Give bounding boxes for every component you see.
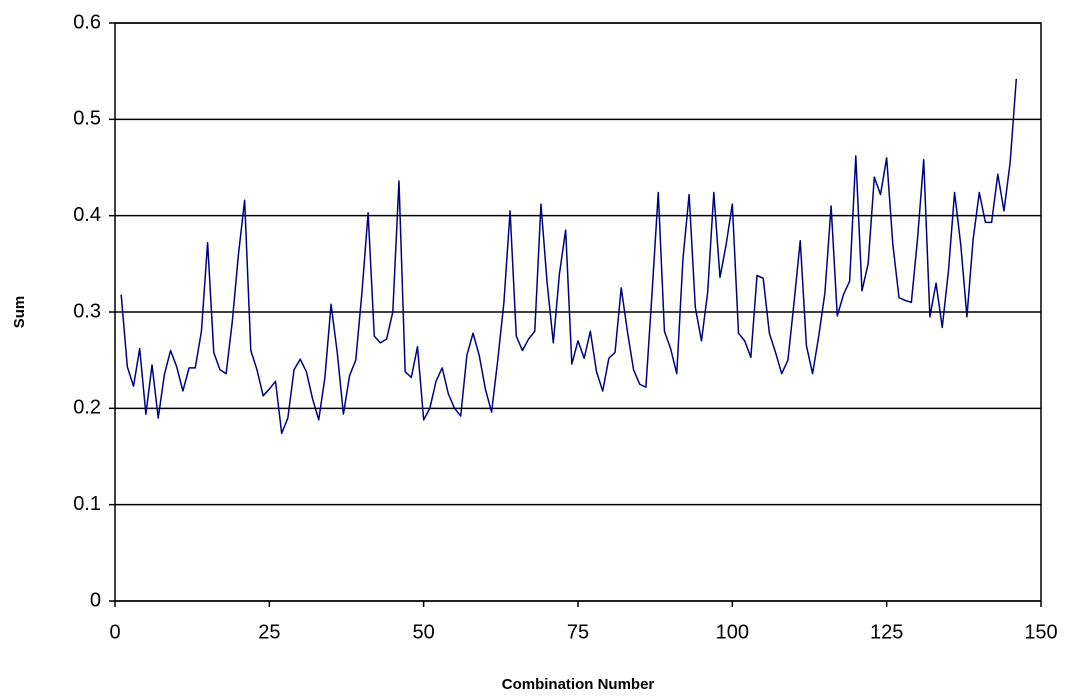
- x-tick-label: 75: [567, 621, 589, 643]
- x-tick-label: 0: [109, 621, 120, 643]
- x-axis-title: Combination Number: [502, 676, 655, 693]
- x-tick-label: 50: [413, 621, 435, 643]
- y-tick-label: 0.1: [73, 493, 101, 515]
- y-axis-title: Sum: [11, 296, 28, 329]
- x-tick-label: 25: [258, 621, 280, 643]
- x-tick-label: 150: [1024, 621, 1057, 643]
- x-tick-label: 100: [716, 621, 749, 643]
- y-tick-label: 0.5: [73, 108, 101, 130]
- y-tick-label: 0: [90, 589, 101, 611]
- x-tick-label: 125: [870, 621, 903, 643]
- y-tick-label: 0.4: [73, 204, 101, 226]
- y-tick-label: 0.6: [73, 11, 101, 33]
- y-tick-label: 0.2: [73, 397, 101, 419]
- data-line: [120, 78, 1018, 435]
- y-tick-label: 0.3: [73, 300, 101, 322]
